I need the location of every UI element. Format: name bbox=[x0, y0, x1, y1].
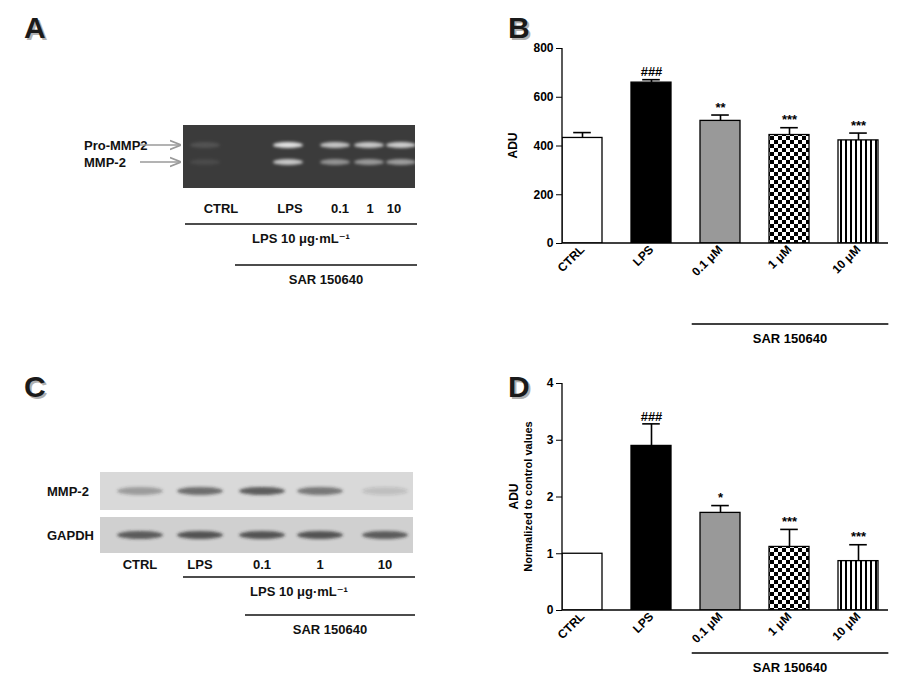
svg-text:10 μM: 10 μM bbox=[829, 242, 863, 276]
svg-text:0.1: 0.1 bbox=[331, 201, 349, 216]
svg-text:D: D bbox=[508, 370, 530, 403]
svg-text:0.1 μM: 0.1 μM bbox=[689, 242, 725, 278]
svg-text:SAR 150640: SAR 150640 bbox=[293, 622, 367, 637]
svg-text:CTRL: CTRL bbox=[123, 557, 158, 572]
svg-text:1: 1 bbox=[316, 557, 323, 572]
svg-text:MMP-2: MMP-2 bbox=[84, 155, 126, 170]
svg-text:SAR 150640: SAR 150640 bbox=[753, 660, 827, 675]
svg-text:ADU: ADU bbox=[506, 133, 520, 159]
svg-text:LPS 10 μg·mL⁻¹: LPS 10 μg·mL⁻¹ bbox=[252, 231, 350, 246]
svg-text:600: 600 bbox=[533, 90, 553, 104]
svg-text:LPS 10 μg·mL⁻¹: LPS 10 μg·mL⁻¹ bbox=[250, 584, 348, 599]
svg-text:MMP-2: MMP-2 bbox=[47, 484, 89, 499]
svg-text:LPS: LPS bbox=[277, 201, 303, 216]
svg-text:CTRL: CTRL bbox=[555, 609, 588, 642]
svg-text:Normalized to control values: Normalized to control values bbox=[522, 421, 534, 571]
svg-text:200: 200 bbox=[533, 188, 553, 202]
svg-text:***: *** bbox=[851, 529, 867, 544]
svg-text:400: 400 bbox=[533, 139, 553, 153]
svg-text:ADU: ADU bbox=[507, 484, 521, 510]
svg-text:*: * bbox=[718, 490, 724, 505]
svg-text:LPS: LPS bbox=[630, 609, 656, 635]
svg-text:CTRL: CTRL bbox=[555, 242, 588, 275]
svg-text:***: *** bbox=[782, 112, 798, 127]
svg-text:**: ** bbox=[715, 100, 726, 115]
svg-text:***: *** bbox=[782, 514, 798, 529]
svg-text:B: B bbox=[508, 11, 530, 44]
svg-text:SAR 150640: SAR 150640 bbox=[753, 331, 827, 346]
svg-text:1: 1 bbox=[547, 547, 554, 561]
svg-text:4: 4 bbox=[547, 376, 554, 390]
svg-text:***: *** bbox=[851, 118, 867, 133]
svg-text:10: 10 bbox=[378, 557, 392, 572]
svg-text:LPS: LPS bbox=[187, 557, 213, 572]
svg-text:1 μM: 1 μM bbox=[765, 242, 794, 271]
svg-text:###: ### bbox=[641, 64, 663, 79]
svg-text:0.1: 0.1 bbox=[253, 557, 271, 572]
svg-text:SAR 150640: SAR 150640 bbox=[289, 272, 363, 287]
svg-text:A: A bbox=[24, 11, 46, 44]
svg-text:1: 1 bbox=[366, 201, 373, 216]
svg-text:0: 0 bbox=[547, 603, 554, 617]
svg-text:1 μM: 1 μM bbox=[765, 609, 794, 638]
svg-text:Pro-MMP2: Pro-MMP2 bbox=[84, 138, 148, 153]
svg-text:3: 3 bbox=[547, 433, 554, 447]
svg-text:CTRL: CTRL bbox=[204, 201, 239, 216]
svg-text:0: 0 bbox=[547, 236, 554, 250]
svg-text:GAPDH: GAPDH bbox=[47, 528, 94, 543]
svg-text:2: 2 bbox=[547, 490, 554, 504]
svg-text:800: 800 bbox=[533, 41, 553, 55]
svg-text:C: C bbox=[24, 370, 46, 403]
svg-text:LPS: LPS bbox=[630, 242, 656, 268]
svg-text:10 μM: 10 μM bbox=[829, 609, 863, 643]
svg-text:10: 10 bbox=[387, 201, 401, 216]
svg-text:0.1 μM: 0.1 μM bbox=[689, 609, 725, 645]
svg-text:###: ### bbox=[641, 409, 663, 424]
